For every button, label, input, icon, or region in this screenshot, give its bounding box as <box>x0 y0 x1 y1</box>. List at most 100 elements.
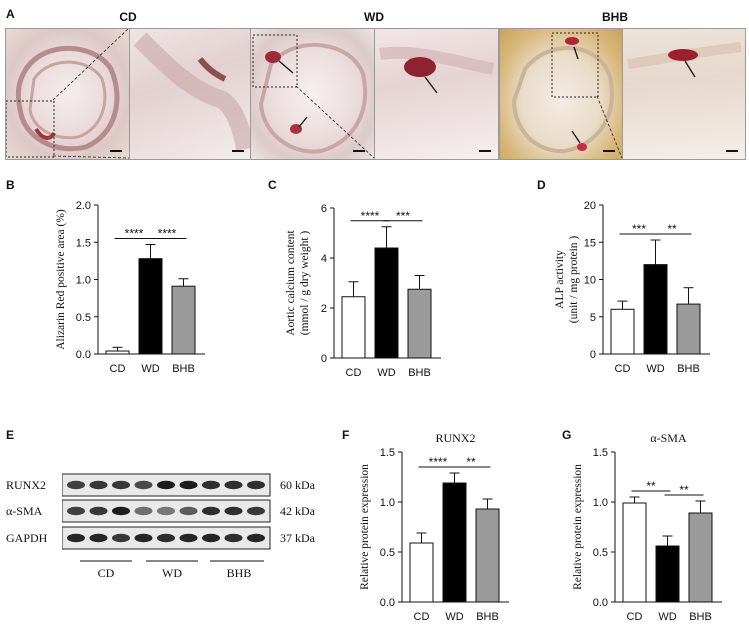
scale-bar <box>603 150 615 152</box>
bar-cd <box>409 542 434 603</box>
bar-bhb <box>475 508 500 603</box>
protein-label-asma: α-SMA <box>6 504 43 518</box>
x-tick-label: CD <box>615 363 631 375</box>
blot-band <box>134 480 153 490</box>
x-tick-label: BHB <box>408 367 431 379</box>
significance-label: ** <box>667 222 677 236</box>
blot-group-underlines <box>80 560 264 562</box>
significance-label: *** <box>632 222 646 236</box>
significance-label: ** <box>466 455 476 469</box>
blot-band <box>224 533 243 543</box>
x-tick-label: WD <box>377 367 395 379</box>
panel-label-d: D <box>537 178 546 192</box>
y-tick-label: 0.5 <box>380 547 395 559</box>
y-tick-label: 1.0 <box>76 275 91 287</box>
scale-bar <box>353 150 365 152</box>
blot-band <box>247 533 265 543</box>
bar-cd <box>622 502 647 603</box>
x-tick-label: BHB <box>476 611 499 623</box>
y-tick-label: 6 <box>321 203 327 215</box>
y-axis-label: Alizarin Red positive area (%) <box>55 209 67 350</box>
significance-label: ** <box>646 479 656 493</box>
blot-band <box>247 480 265 490</box>
panel-label-f: F <box>342 428 350 442</box>
bar-wd <box>442 482 467 603</box>
blot-band <box>247 506 265 516</box>
blot-band <box>224 480 243 490</box>
blot-band <box>157 480 175 490</box>
y-tick-label: 2.0 <box>76 200 91 212</box>
y-tick-label: 0 <box>590 349 596 361</box>
chart-title: α-SMA <box>650 431 687 445</box>
blot-band <box>179 533 198 543</box>
bar-wd <box>374 247 399 359</box>
y-tick-label: 0 <box>321 353 327 365</box>
significance-label: **** <box>125 226 144 240</box>
blot-group-cd: CD <box>97 566 115 580</box>
y-tick-label: 1.0 <box>593 497 608 509</box>
blot-band <box>157 533 175 543</box>
bar-cd <box>341 296 366 359</box>
blot-band <box>89 480 108 490</box>
blot-band <box>112 533 130 543</box>
bar-bhb <box>688 512 713 603</box>
x-tick-label: BHB <box>677 363 700 375</box>
y-tick-label: 1.5 <box>380 447 395 459</box>
blot-band <box>202 480 220 490</box>
bar-bhb <box>407 288 432 359</box>
x-tick-label: BHB <box>689 611 712 623</box>
y-tick-label: 1.5 <box>76 237 91 249</box>
y-axis-label: Relative protein expression <box>572 464 584 590</box>
x-tick-label: BHB <box>172 363 195 375</box>
blot-band <box>202 533 220 543</box>
zoom-connectors <box>52 27 623 159</box>
blot-group-bhb: BHB <box>226 566 252 580</box>
bar-wd <box>643 264 668 355</box>
micrograph-wd-overview <box>250 28 375 160</box>
scale-bar <box>110 150 122 152</box>
y-axis-label: ALP activity <box>554 250 566 309</box>
blot-band <box>67 506 85 516</box>
y-tick-label: 1.0 <box>380 497 395 509</box>
bar-bhb <box>676 303 701 355</box>
x-tick-label: CD <box>110 363 126 375</box>
y-tick-label: 20 <box>584 200 596 212</box>
blot-band <box>179 506 198 516</box>
x-tick-label: WD <box>658 611 676 623</box>
x-tick-label: WD <box>141 363 159 375</box>
significance-label: **** <box>158 226 177 240</box>
blot-band <box>67 480 85 490</box>
panel-label-a: A <box>6 7 15 21</box>
x-tick-label: WD <box>445 611 463 623</box>
blot-band <box>134 506 153 516</box>
blot-band <box>224 506 243 516</box>
panel-label-e: E <box>6 428 15 442</box>
micrograph-bhb-zoom <box>622 28 746 160</box>
scale-bar <box>479 150 491 152</box>
x-tick-label: CD <box>627 611 643 623</box>
bar-wd <box>655 545 680 603</box>
significance-label: *** <box>396 209 410 223</box>
blot-band <box>89 533 108 543</box>
y-tick-label: 1.5 <box>593 447 608 459</box>
bar-wd <box>138 258 163 355</box>
protein-label-gapdh: GAPDH <box>6 531 48 545</box>
x-tick-label: CD <box>414 611 430 623</box>
chart-b: 0.0 0.5 1.0 1.5 2.0 CD WD BHB **** **** Alizarin R… <box>55 200 205 375</box>
blot-band <box>67 533 85 543</box>
y-tick-label: 2 <box>321 303 327 315</box>
blot-band <box>112 506 130 516</box>
y-tick-label: 5 <box>590 312 596 324</box>
panel-label-g: G <box>562 428 572 442</box>
bar-bhb <box>171 285 196 355</box>
western-blot <box>62 473 271 550</box>
y-tick-label: 10 <box>584 275 596 287</box>
blot-band <box>179 480 198 490</box>
kda-label-asma: 42 kDa <box>280 504 315 518</box>
y-tick-label: 0.0 <box>76 349 91 361</box>
group-label-wd: WD <box>364 10 384 24</box>
blot-band <box>134 533 153 543</box>
y-tick-label: 0.5 <box>593 547 608 559</box>
group-label-cd: CD <box>119 10 137 24</box>
